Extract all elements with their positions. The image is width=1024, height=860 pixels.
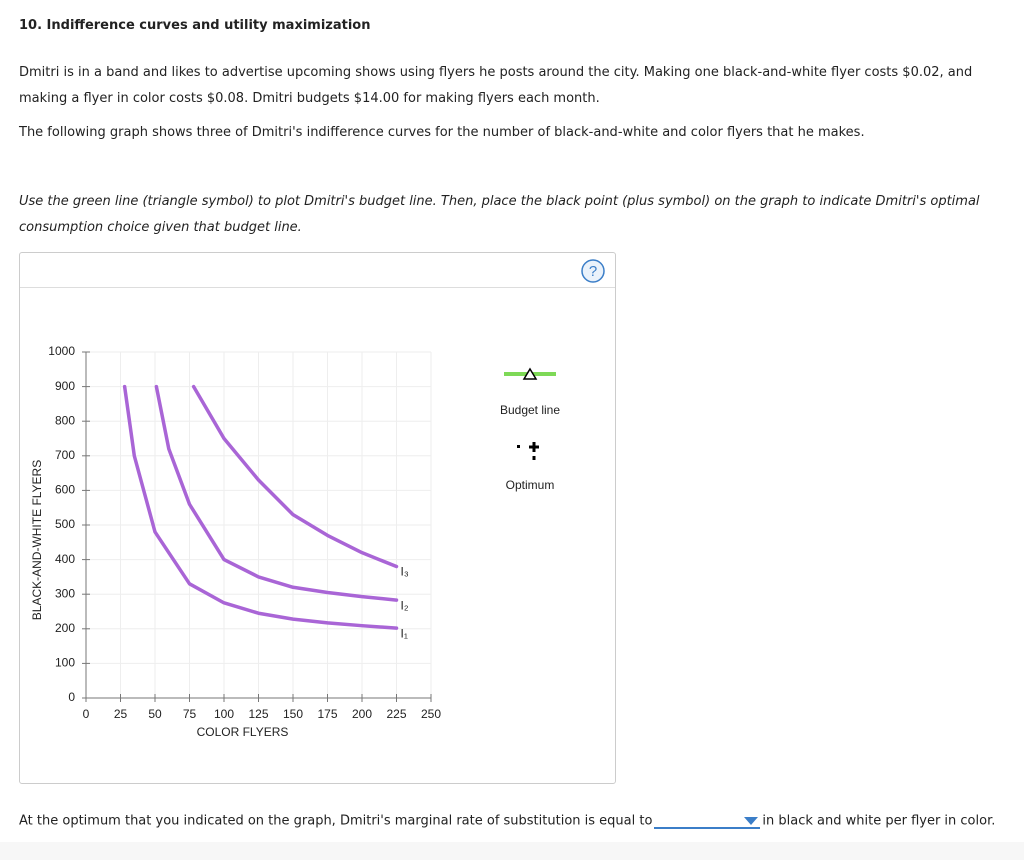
x-tick-label: 225 <box>386 707 406 721</box>
curve-label: I₂ <box>401 598 409 612</box>
x-tick-label: 175 <box>317 707 337 721</box>
answer-suffix: in black and white per flyer in color. <box>762 813 996 829</box>
paragraph: Dmitri is in a band and likes to adverti… <box>19 65 973 106</box>
graph-panel: ? 0 25 50 75 100 125 150 175 200 225 250 0 100 200 300… <box>19 252 616 784</box>
x-tick-label: 75 <box>183 707 197 721</box>
x-tick-label: 125 <box>248 707 268 721</box>
y-tick-label: 800 <box>55 413 75 427</box>
paragraph: The following graph shows three of Dmitr… <box>19 125 865 140</box>
legend-plus <box>529 442 539 460</box>
chart: ? 0 25 50 75 100 125 150 175 200 225 250 0 100 200 300… <box>30 259 605 739</box>
x-tick-label: 100 <box>214 707 234 721</box>
y-tick-label: 700 <box>55 448 75 462</box>
y-tick-label: 200 <box>55 621 75 635</box>
help-icon[interactable]: ? <box>589 263 597 280</box>
answer-prompt: At the optimum that you indicated on the… <box>19 813 653 829</box>
x-tick-label: 250 <box>421 707 441 721</box>
indifference-curve <box>122 384 399 630</box>
legend-label: Optimum <box>506 478 555 492</box>
curve-label: I₁ <box>401 626 408 640</box>
help-button[interactable] <box>581 259 605 283</box>
y-tick-label: 500 <box>55 517 75 531</box>
y-tick-label: 600 <box>55 483 75 497</box>
x-tick-label: 25 <box>114 707 128 721</box>
y-tick-label: 400 <box>55 552 75 566</box>
y-tick-label: 300 <box>55 586 75 600</box>
y-axis-label: BLACK-AND-WHITE FLYERS <box>30 460 44 620</box>
curve-label: I₃ <box>401 565 409 579</box>
footer-bar <box>0 842 1024 860</box>
answer-dropdown[interactable] <box>654 813 761 829</box>
x-tick-label: 0 <box>83 707 90 721</box>
x-axis-label: COLOR FLYERS <box>197 725 289 739</box>
legend-dot <box>517 445 520 448</box>
x-tick-label: 200 <box>352 707 372 721</box>
graph-header <box>20 253 615 288</box>
question-title: 10. Indifference curves and utility maxi… <box>19 18 371 33</box>
instruction: Use the green line (triangle symbol) to … <box>19 194 980 235</box>
indifference-curve <box>191 384 399 569</box>
y-tick-label: 0 <box>68 690 75 704</box>
indifference-curve <box>154 384 399 602</box>
legend-triangle <box>522 367 538 380</box>
answer-row: At the optimum that you indicated on the… <box>19 813 995 829</box>
y-tick-label: 1000 <box>48 344 75 358</box>
x-tick-label: 150 <box>283 707 303 721</box>
y-tick-label: 900 <box>55 379 75 393</box>
y-tick-label: 100 <box>55 656 75 670</box>
x-tick-label: 50 <box>148 707 162 721</box>
legend-label: Budget line <box>500 403 560 417</box>
